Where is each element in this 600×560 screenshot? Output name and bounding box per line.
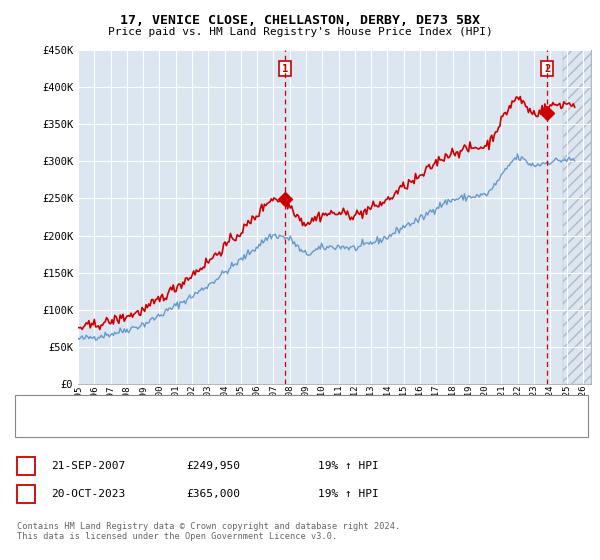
Text: 17, VENICE CLOSE, CHELLASTON, DERBY, DE73 5BX: 17, VENICE CLOSE, CHELLASTON, DERBY, DE7…: [120, 14, 480, 27]
Text: Price paid vs. HM Land Registry's House Price Index (HPI): Price paid vs. HM Land Registry's House …: [107, 27, 493, 37]
Text: 21-SEP-2007: 21-SEP-2007: [51, 461, 125, 471]
Text: 20-OCT-2023: 20-OCT-2023: [51, 489, 125, 499]
Text: 17, VENICE CLOSE, CHELLASTON, DERBY, DE73 5BX (detached house): 17, VENICE CLOSE, CHELLASTON, DERBY, DE7…: [49, 402, 413, 412]
Text: Contains HM Land Registry data © Crown copyright and database right 2024.
This d: Contains HM Land Registry data © Crown c…: [17, 522, 400, 542]
Text: 1: 1: [22, 461, 29, 471]
Text: £365,000: £365,000: [186, 489, 240, 499]
Text: HPI: Average price, detached house, City of Derby: HPI: Average price, detached house, City…: [49, 420, 337, 430]
Bar: [563, 50, 591, 384]
Text: 19% ↑ HPI: 19% ↑ HPI: [318, 489, 379, 499]
Text: 19% ↑ HPI: 19% ↑ HPI: [318, 461, 379, 471]
Text: 2: 2: [544, 64, 550, 74]
Text: £249,950: £249,950: [186, 461, 240, 471]
Text: 1: 1: [282, 64, 288, 74]
Text: 2: 2: [22, 489, 29, 499]
